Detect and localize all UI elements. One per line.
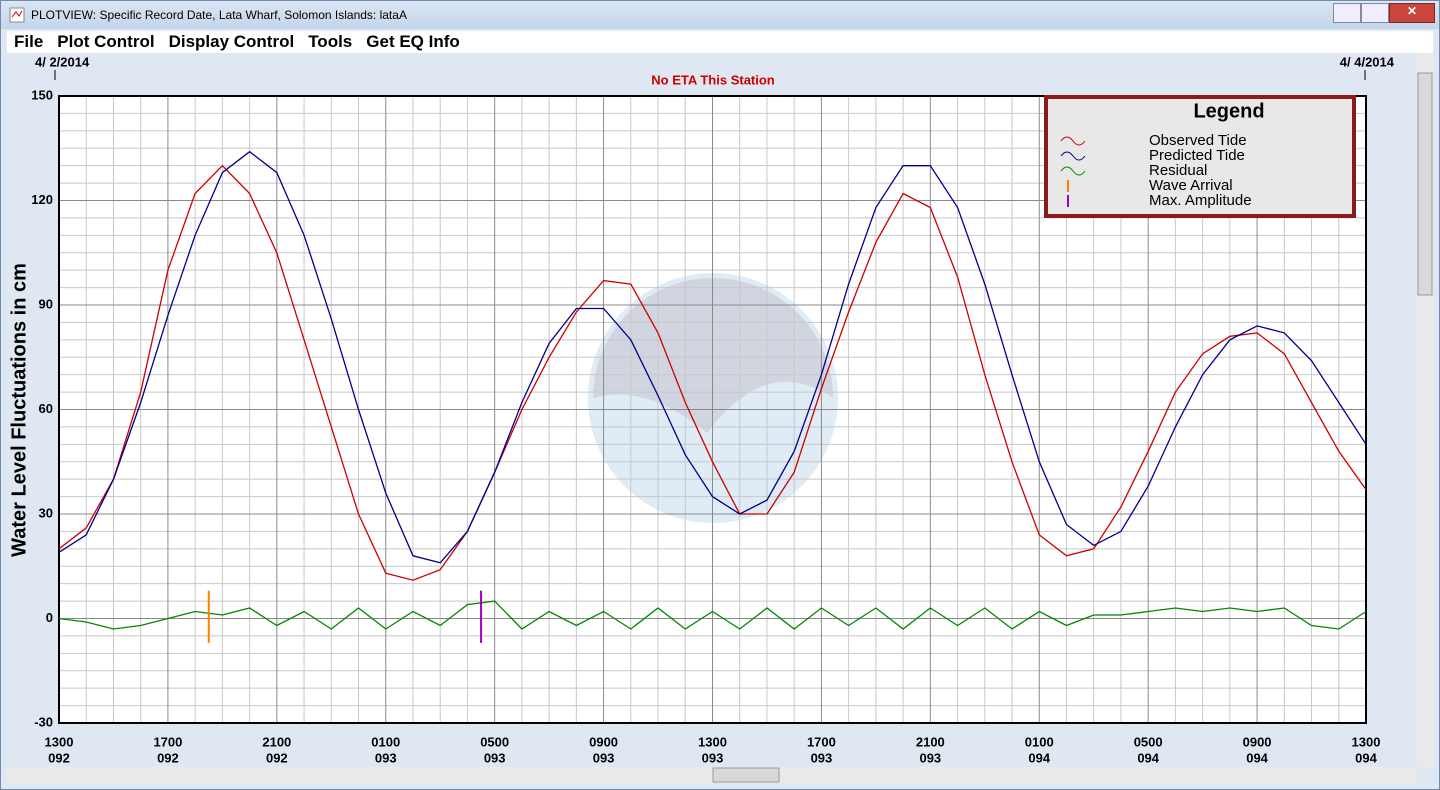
x-tick-label: 092 <box>48 750 70 765</box>
menu-item[interactable]: Tools <box>308 32 353 51</box>
x-tick-label: 1300 <box>698 734 727 749</box>
legend-symbol <box>1060 136 1086 146</box>
x-tick-label: 2100 <box>916 734 945 749</box>
x-tick-label: 2100 <box>262 734 291 749</box>
subtitle: No ETA This Station <box>651 72 775 87</box>
x-tick-label: 094 <box>1246 750 1268 765</box>
y-tick-label: -30 <box>34 714 53 729</box>
x-tick-label: 092 <box>266 750 288 765</box>
chart: 1300092170009221000920100093050009309000… <box>7 53 1433 783</box>
end-date: 4/ 4/2014 <box>1340 54 1395 69</box>
close-button[interactable]: ✕ <box>1389 3 1435 23</box>
start-date: 4/ 2/2014 <box>35 54 90 69</box>
menu-bar: File Plot Control Display Control Tools Get … <box>7 31 1433 53</box>
menu-item[interactable]: Get EQ Info <box>366 32 460 51</box>
x-tick-label: 093 <box>593 750 615 765</box>
x-tick-label: 093 <box>702 750 724 765</box>
series-line <box>58 150 1367 564</box>
series-line <box>58 600 1367 630</box>
legend-label: Max. Amplitude <box>1149 192 1252 209</box>
x-tick-label: 092 <box>157 750 179 765</box>
x-tick-label: 093 <box>484 750 506 765</box>
x-tick-label: 0100 <box>371 734 400 749</box>
scroll-thumb[interactable] <box>712 767 780 783</box>
legend-symbol <box>1060 166 1086 176</box>
app-icon <box>9 7 25 23</box>
x-tick-label: 0500 <box>480 734 509 749</box>
x-tick-label: 094 <box>1028 750 1050 765</box>
x-tick-label: 1300 <box>45 734 74 749</box>
menu-item[interactable]: Display Control <box>168 32 295 51</box>
title-bar: PLOTVIEW: Specific Record Date, Lata Wha… <box>1 1 1439 29</box>
maximize-button[interactable] <box>1361 3 1389 23</box>
legend-label: Wave Arrival <box>1149 177 1233 194</box>
x-tick-label: 094 <box>1137 750 1159 765</box>
menu-item[interactable]: Plot Control <box>57 32 155 51</box>
window-title: PLOTVIEW: Specific Record Date, Lata Wha… <box>31 8 407 22</box>
y-tick-label: 30 <box>39 505 53 520</box>
x-tick-label: 0100 <box>1025 734 1054 749</box>
plot-frame <box>58 95 1367 724</box>
legend-label: Residual <box>1149 162 1207 179</box>
y-tick-label: 60 <box>39 401 53 416</box>
legend-label: Predicted Tide <box>1149 147 1245 164</box>
x-tick-label: 1300 <box>1352 734 1381 749</box>
y-tick-label: 90 <box>39 296 53 311</box>
x-tick-label: 094 <box>1355 750 1377 765</box>
y-tick-label: 150 <box>31 87 53 102</box>
legend-symbol <box>1060 151 1086 161</box>
x-tick-label: 093 <box>811 750 833 765</box>
x-tick-label: 0900 <box>1243 734 1272 749</box>
minimize-button[interactable] <box>1333 3 1361 23</box>
menu-item[interactable]: File <box>14 32 44 51</box>
x-tick-label: 0900 <box>589 734 618 749</box>
x-tick-label: 0500 <box>1134 734 1163 749</box>
series-line <box>58 164 1367 581</box>
y-tick-label: 0 <box>46 610 53 625</box>
y-tick-label: 120 <box>31 192 53 207</box>
y-axis-label: Water Level Fluctuations in cm <box>8 263 30 557</box>
horizontal-scrollbar <box>7 767 1417 783</box>
scroll-thumb[interactable] <box>1417 72 1433 296</box>
legend-label: Observed Tide <box>1149 132 1247 149</box>
legend-title: Legend <box>1193 100 1264 122</box>
x-tick-label: 1700 <box>807 734 836 749</box>
x-tick-label: 093 <box>919 750 941 765</box>
x-tick-label: 093 <box>375 750 397 765</box>
x-tick-label: 1700 <box>153 734 182 749</box>
legend-box <box>1044 95 1356 218</box>
